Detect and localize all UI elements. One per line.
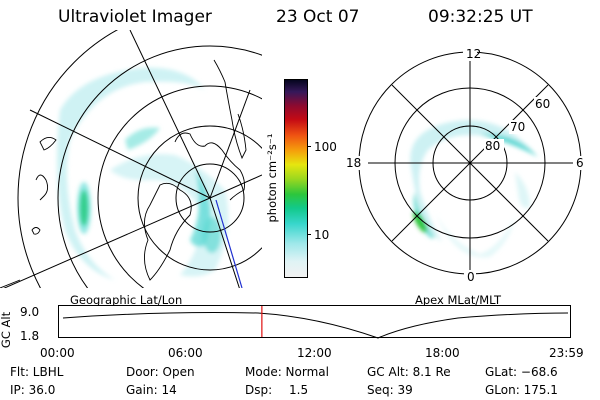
altitude-curve xyxy=(62,312,569,339)
altitude-xtick-0600: 06:00 xyxy=(168,346,203,360)
mlt-label-0: 0 xyxy=(467,270,475,284)
observation-time: 09:32:25 UT xyxy=(428,7,533,27)
satellite-track xyxy=(215,199,243,288)
colorbar-tick-10 xyxy=(307,234,311,235)
ip-status: IP: 36.0 xyxy=(10,383,56,397)
colorbar xyxy=(284,79,308,278)
apex-polar-map xyxy=(348,47,585,284)
apex-aurora xyxy=(410,120,538,258)
longitude-grid xyxy=(3,30,262,288)
altitude-ytick-high: 9.0 xyxy=(20,305,40,319)
mlt-label-6: 6 xyxy=(576,156,584,170)
colorbar-unit-label: photon cm⁻²s⁻¹ xyxy=(265,133,279,223)
colorbar-tick-100 xyxy=(307,146,311,147)
apex-grid xyxy=(358,51,582,275)
filter-status: Flt: LBHL xyxy=(10,365,64,379)
colorbar-label-100: 100 xyxy=(314,140,337,154)
door-status: Door: Open xyxy=(126,365,195,379)
geographic-map-label: Geographic Lat/Lon xyxy=(70,293,183,307)
altitude-axis-label: GC Alt xyxy=(0,311,13,349)
geographic-map xyxy=(0,30,262,288)
colorbar-label-10: 10 xyxy=(314,228,330,242)
lat-label-70: 70 xyxy=(510,120,526,134)
apex-map-label: Apex MLat/MLT xyxy=(415,293,502,307)
altitude-xtick-2359: 23:59 xyxy=(549,346,584,360)
altitude-xtick-1200: 12:00 xyxy=(297,346,332,360)
mlt-label-12: 12 xyxy=(466,47,482,61)
sequence-status: Seq: 39 xyxy=(367,383,413,397)
dsp-label: Dsp: xyxy=(245,383,273,397)
altitude-plot xyxy=(58,305,571,339)
altitude-xtick-0000: 00:00 xyxy=(40,346,75,360)
altitude-ytick-low: 1.8 xyxy=(20,329,40,343)
coastlines xyxy=(0,59,247,288)
mode-status: Mode: Normal xyxy=(245,365,329,379)
lat-label-60: 60 xyxy=(535,97,551,111)
gain-status: Gain: 14 xyxy=(126,383,177,397)
glat-status: GLat: −68.6 xyxy=(485,365,558,379)
app-title: Ultraviolet Imager xyxy=(58,7,212,27)
observation-date: 23 Oct 07 xyxy=(276,7,360,27)
dsp-value: 1.5 xyxy=(289,383,309,397)
mlt-label-18: 18 xyxy=(346,156,362,170)
glon-status: GLon: 175.1 xyxy=(485,383,558,397)
gc-altitude-status: GC Alt: 8.1 Re xyxy=(367,365,451,379)
lat-label-80: 80 xyxy=(485,139,501,153)
altitude-xtick-1800: 18:00 xyxy=(425,346,460,360)
latitude-grid xyxy=(17,30,262,288)
